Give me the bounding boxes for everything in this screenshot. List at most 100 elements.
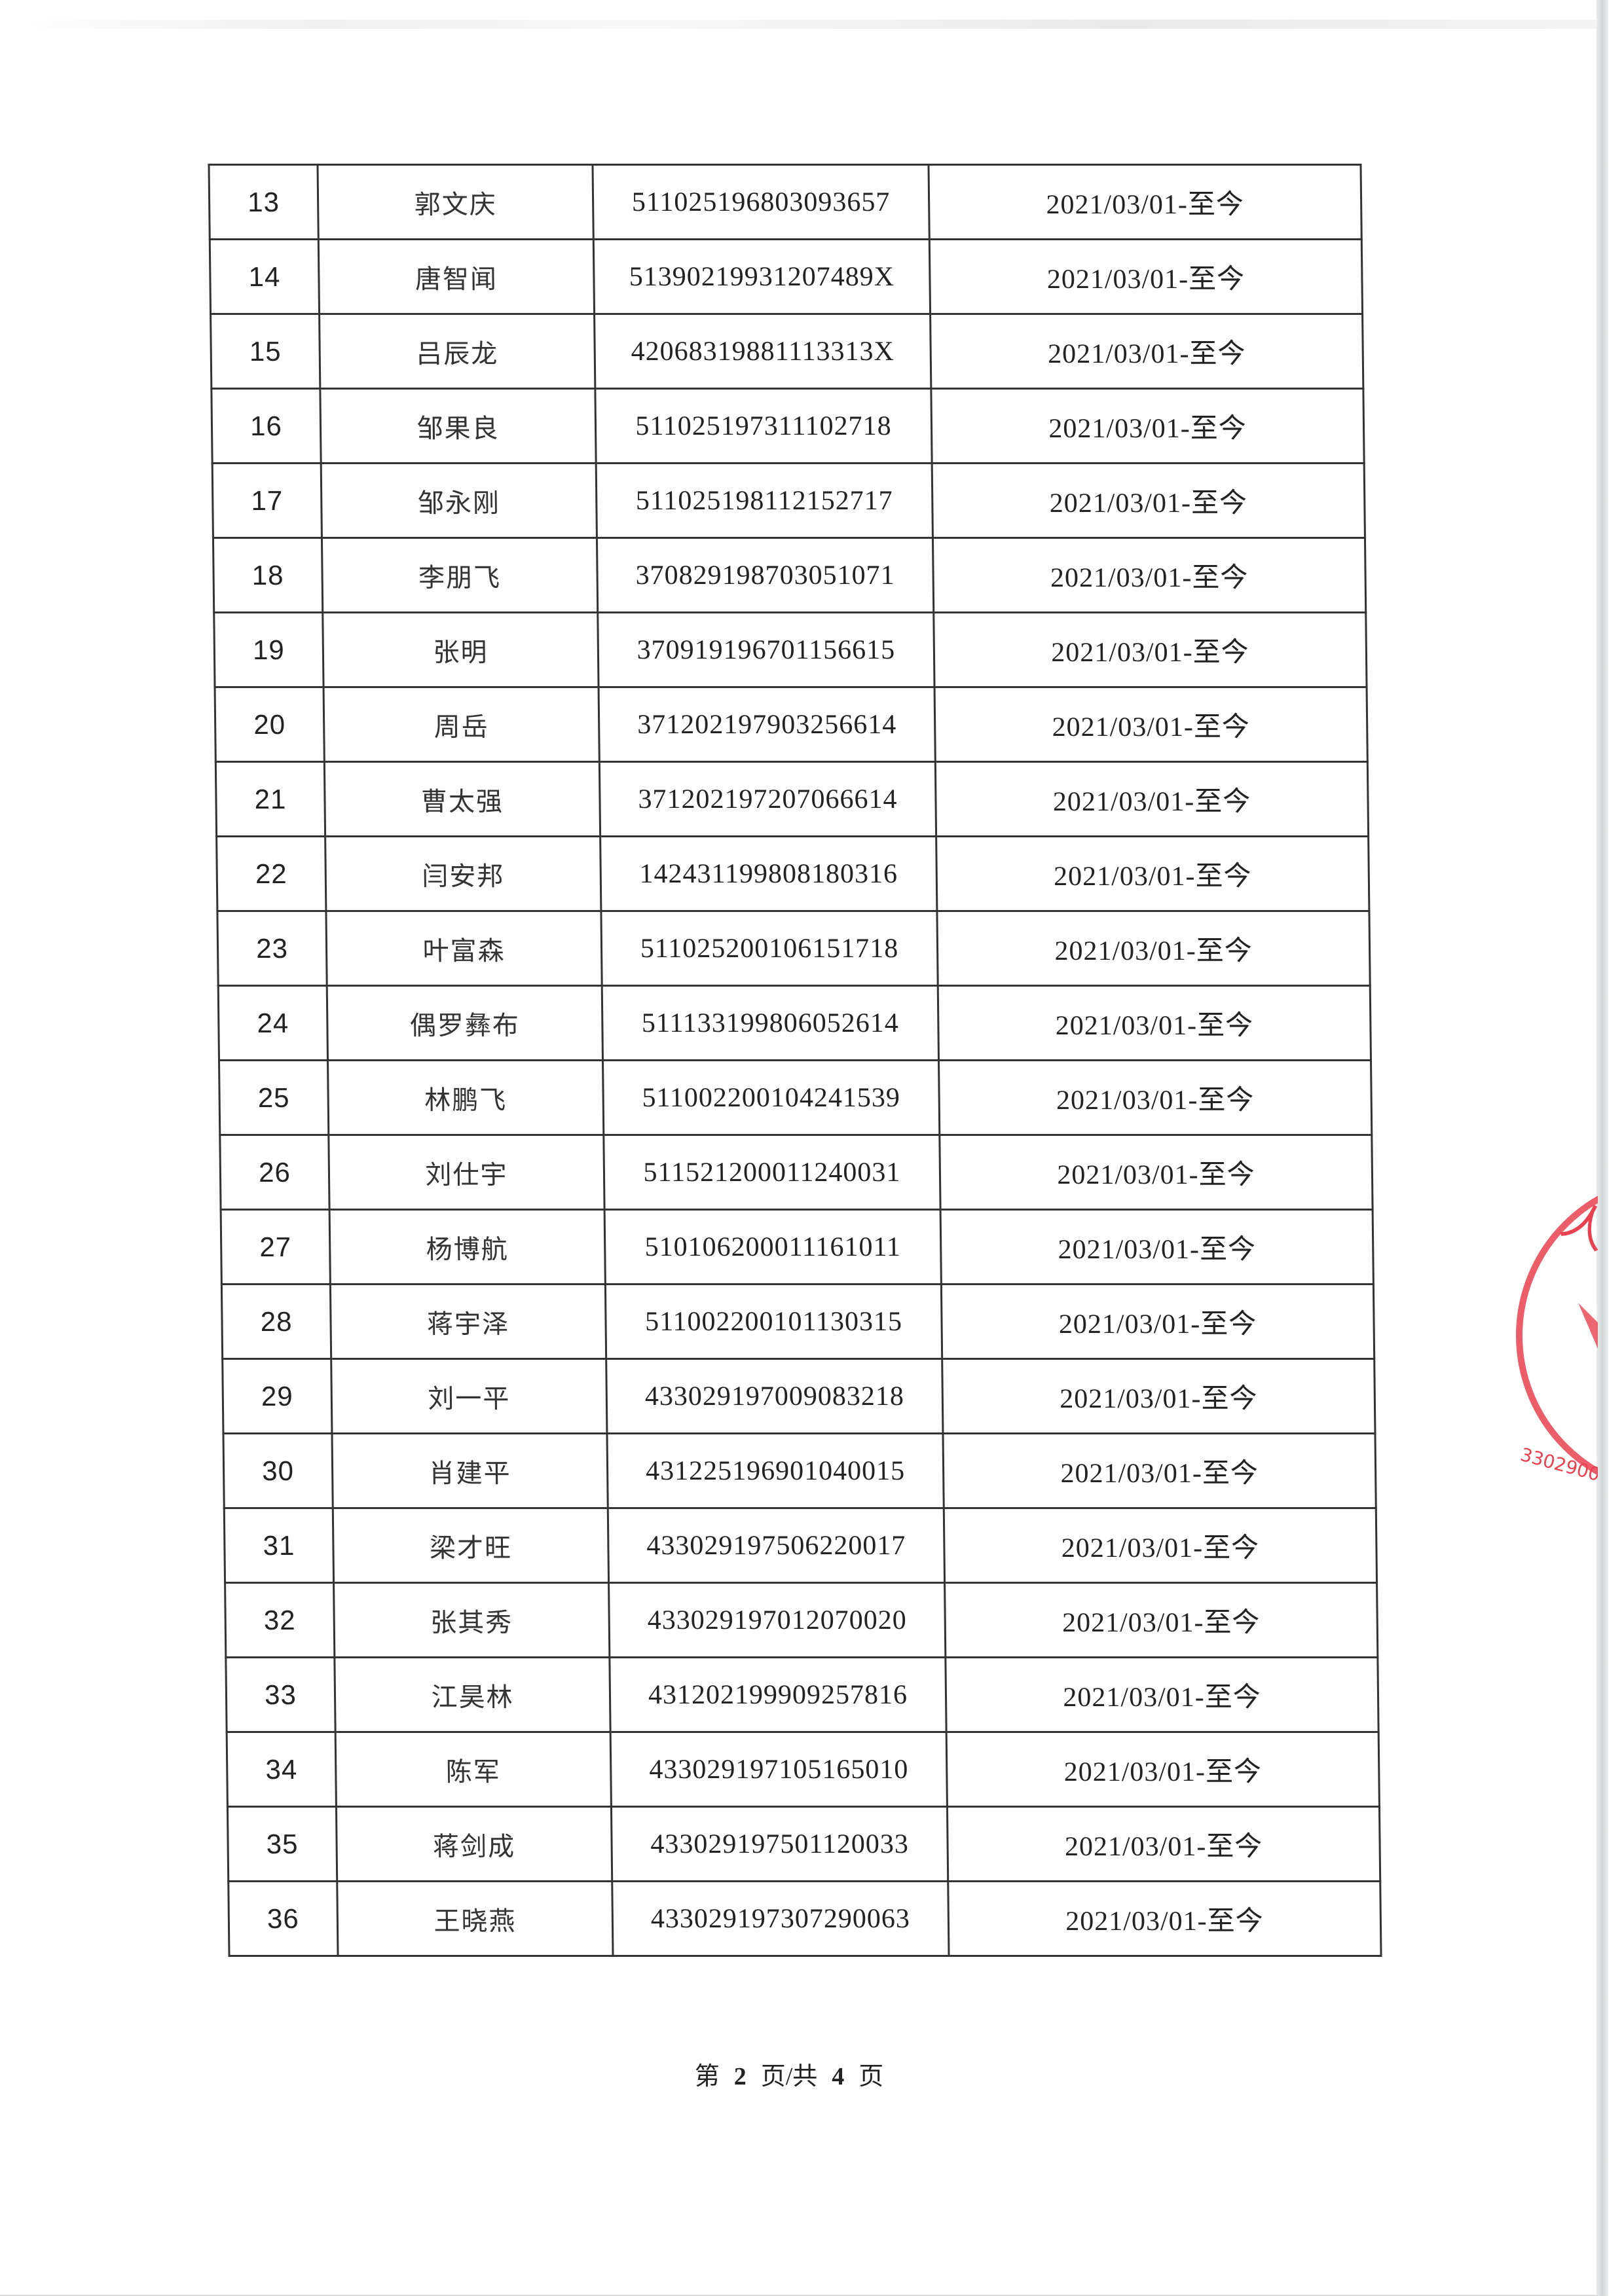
row-number: 26 bbox=[219, 1135, 330, 1210]
person-name: 蒋剑成 bbox=[336, 1806, 612, 1882]
row-number: 34 bbox=[227, 1732, 337, 1807]
row-number: 36 bbox=[228, 1881, 339, 1956]
table-row: 18 李朋飞 370829198703051071 2021/03/01-至今 bbox=[213, 538, 1366, 613]
table-row: 25 林鹏飞 511002200104241539 2021/03/01-至今 bbox=[219, 1060, 1372, 1135]
table-row: 26 刘仕宇 511521200011240031 2021/03/01-至今 bbox=[219, 1135, 1373, 1210]
row-number: 16 bbox=[211, 388, 322, 464]
person-name: 陈军 bbox=[335, 1732, 612, 1807]
employment-period: 2021/03/01-至今 bbox=[933, 612, 1367, 687]
svg-text:人力: 人力 bbox=[1554, 1192, 1598, 1279]
id-number: 511002200101130315 bbox=[605, 1284, 942, 1359]
page-footer: 第 2 页/共 4 页 bbox=[0, 2056, 1578, 2092]
id-number: 370829198703051071 bbox=[597, 538, 934, 613]
table-row: 32 张其秀 433029197012070020 2021/03/01-至今 bbox=[225, 1582, 1378, 1658]
person-name: 李朋飞 bbox=[322, 538, 598, 613]
table-row: 19 张明 370919196701156615 2021/03/01-至今 bbox=[213, 612, 1367, 687]
id-number: 433029197307290063 bbox=[612, 1881, 950, 1956]
person-name: 梁才旺 bbox=[333, 1508, 609, 1583]
row-number: 14 bbox=[210, 239, 320, 314]
current-page-number: 2 bbox=[733, 2063, 747, 2090]
table-row: 34 陈军 433029197105165010 2021/03/01-至今 bbox=[227, 1732, 1380, 1807]
id-number: 511002200104241539 bbox=[602, 1060, 940, 1135]
employment-period: 2021/03/01-至今 bbox=[936, 836, 1369, 911]
person-name: 刘仕宇 bbox=[328, 1135, 605, 1210]
employment-period: 2021/03/01-至今 bbox=[932, 463, 1365, 538]
person-name: 张其秀 bbox=[333, 1582, 610, 1658]
id-number: 511025200106151718 bbox=[600, 911, 938, 986]
official-seal: 人力 33029000 bbox=[1500, 1152, 1598, 1519]
id-number: 433029197012070020 bbox=[608, 1582, 946, 1658]
row-number: 28 bbox=[221, 1284, 331, 1359]
employment-period: 2021/03/01-至今 bbox=[948, 1881, 1382, 1956]
employment-period: 2021/03/01-至今 bbox=[928, 164, 1362, 240]
person-name: 周岳 bbox=[323, 687, 600, 762]
row-number: 20 bbox=[215, 687, 325, 762]
person-name: 叶富森 bbox=[325, 911, 602, 986]
row-number: 13 bbox=[208, 164, 319, 240]
person-name: 郭文庆 bbox=[317, 164, 594, 240]
employment-period: 2021/03/01-至今 bbox=[940, 1209, 1374, 1285]
person-name: 肖建平 bbox=[331, 1433, 608, 1508]
employment-period: 2021/03/01-至今 bbox=[946, 1732, 1380, 1807]
table-row: 17 邹永刚 511025198112152717 2021/03/01-至今 bbox=[212, 463, 1365, 538]
employment-period: 2021/03/01-至今 bbox=[939, 1135, 1373, 1210]
table-row: 31 梁才旺 433029197506220017 2021/03/01-至今 bbox=[224, 1508, 1377, 1583]
id-number: 511521200011240031 bbox=[603, 1135, 941, 1210]
person-name: 林鹏飞 bbox=[327, 1060, 604, 1135]
personnel-table-body: 13 郭文庆 511025196803093657 2021/03/01-至今 14 唐智… bbox=[208, 164, 1382, 1956]
employment-period: 2021/03/01-至今 bbox=[942, 1358, 1375, 1434]
table-row: 14 唐智闻 51390219931207489X 2021/03/01-至今 bbox=[210, 239, 1363, 314]
table-row: 35 蒋剑成 433029197501120033 2021/03/01-至今 bbox=[227, 1806, 1380, 1882]
id-number: 371202197903256614 bbox=[599, 687, 936, 762]
id-number: 431202199909257816 bbox=[609, 1657, 947, 1732]
employment-period: 2021/03/01-至今 bbox=[947, 1806, 1380, 1882]
table-row: 22 闫安邦 142431199808180316 2021/03/01-至今 bbox=[216, 836, 1369, 911]
row-number: 22 bbox=[216, 836, 326, 911]
employment-period: 2021/03/01-至今 bbox=[938, 1060, 1372, 1135]
person-name: 张明 bbox=[322, 612, 599, 687]
person-name: 唐智闻 bbox=[318, 239, 595, 314]
person-name: 刘一平 bbox=[331, 1358, 607, 1434]
table-row: 20 周岳 371202197903256614 2021/03/01-至今 bbox=[215, 687, 1368, 762]
table-row: 13 郭文庆 511025196803093657 2021/03/01-至今 bbox=[208, 164, 1362, 240]
employment-period: 2021/03/01-至今 bbox=[944, 1582, 1378, 1658]
id-number: 51390219931207489X bbox=[593, 239, 931, 314]
person-name: 邹永刚 bbox=[321, 463, 597, 538]
person-name: 王晓燕 bbox=[337, 1881, 614, 1956]
employment-period: 2021/03/01-至今 bbox=[936, 911, 1371, 986]
footer-prefix: 第 bbox=[694, 2063, 720, 2090]
footer-suffix: 页 bbox=[858, 2063, 884, 2090]
footer-middle: 页/共 bbox=[760, 2063, 818, 2090]
employment-period: 2021/03/01-至今 bbox=[931, 388, 1365, 464]
employment-period: 2021/03/01-至今 bbox=[935, 761, 1369, 837]
employment-period: 2021/03/01-至今 bbox=[932, 538, 1366, 613]
employment-period: 2021/03/01-至今 bbox=[944, 1508, 1377, 1583]
table-row: 27 杨博航 510106200011161011 2021/03/01-至今 bbox=[221, 1209, 1374, 1285]
id-number: 431225196901040015 bbox=[606, 1433, 944, 1508]
row-number: 30 bbox=[223, 1433, 333, 1508]
table-row: 21 曹太强 371202197207066614 2021/03/01-至今 bbox=[215, 761, 1369, 837]
row-number: 33 bbox=[225, 1657, 336, 1732]
table-row: 15 吕辰龙 42068319881113313X 2021/03/01-至今 bbox=[210, 314, 1363, 389]
id-number: 433029197105165010 bbox=[610, 1732, 948, 1807]
scan-artifact-edge bbox=[1596, 0, 1608, 2296]
id-number: 142431199808180316 bbox=[600, 836, 937, 911]
id-number: 433029197501120033 bbox=[611, 1806, 948, 1882]
row-number: 31 bbox=[224, 1508, 334, 1583]
scan-artifact-top bbox=[0, 20, 1598, 29]
row-number: 18 bbox=[213, 538, 323, 613]
employment-period: 2021/03/01-至今 bbox=[930, 314, 1363, 389]
id-number: 511133199806052614 bbox=[602, 985, 939, 1061]
person-name: 闫安邦 bbox=[325, 836, 601, 911]
row-number: 17 bbox=[212, 463, 322, 538]
row-number: 29 bbox=[222, 1358, 332, 1434]
scan-artifact-bottom bbox=[0, 2295, 1598, 2296]
employment-period: 2021/03/01-至今 bbox=[942, 1433, 1376, 1508]
id-number: 370919196701156615 bbox=[597, 612, 935, 687]
id-number: 511025196803093657 bbox=[592, 164, 930, 240]
table-row: 36 王晓燕 433029197307290063 2021/03/01-至今 bbox=[228, 1881, 1382, 1956]
row-number: 24 bbox=[218, 985, 328, 1061]
table-row: 23 叶富森 511025200106151718 2021/03/01-至今 bbox=[217, 911, 1371, 986]
table-row: 33 江昊林 431202199909257816 2021/03/01-至今 bbox=[225, 1657, 1379, 1732]
employment-period: 2021/03/01-至今 bbox=[929, 239, 1363, 314]
